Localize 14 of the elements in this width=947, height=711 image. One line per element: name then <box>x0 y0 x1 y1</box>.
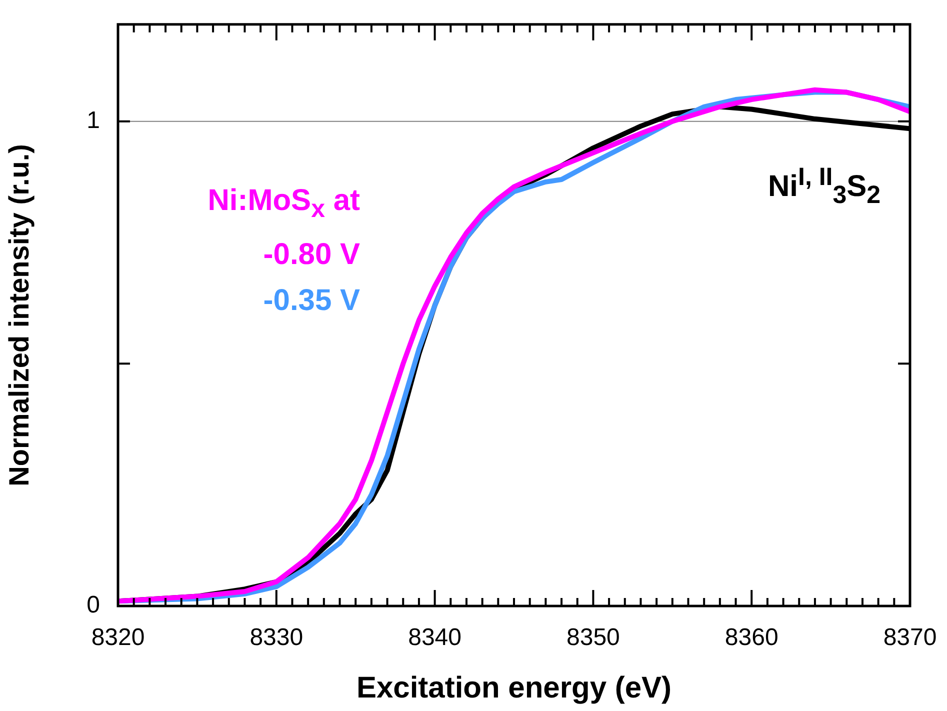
series-label: Ni$^{I, II}$$_{3}$S$_{2}$ <box>768 162 881 211</box>
x-tick-label: 8360 <box>724 624 778 652</box>
legend-title: Ni:MoS$_{x}$ at <box>208 184 360 225</box>
text: -0.80 V <box>263 238 360 272</box>
text: -0.35 V <box>263 284 360 318</box>
x-tick-label: 8340 <box>408 624 462 652</box>
x-tick-label: 8330 <box>250 624 304 652</box>
y-tick-label: 0 <box>86 592 100 619</box>
x-tick-label: 8370 <box>883 624 937 652</box>
y-tick-label: 1 <box>86 106 100 134</box>
x-tick-label: 8320 <box>91 624 145 652</box>
y-axis-title: Normalized intensity (r.u.) <box>4 144 35 486</box>
x-tick-label: 8350 <box>566 624 620 652</box>
x-axis-title: Excitation energy (eV) <box>356 671 672 704</box>
